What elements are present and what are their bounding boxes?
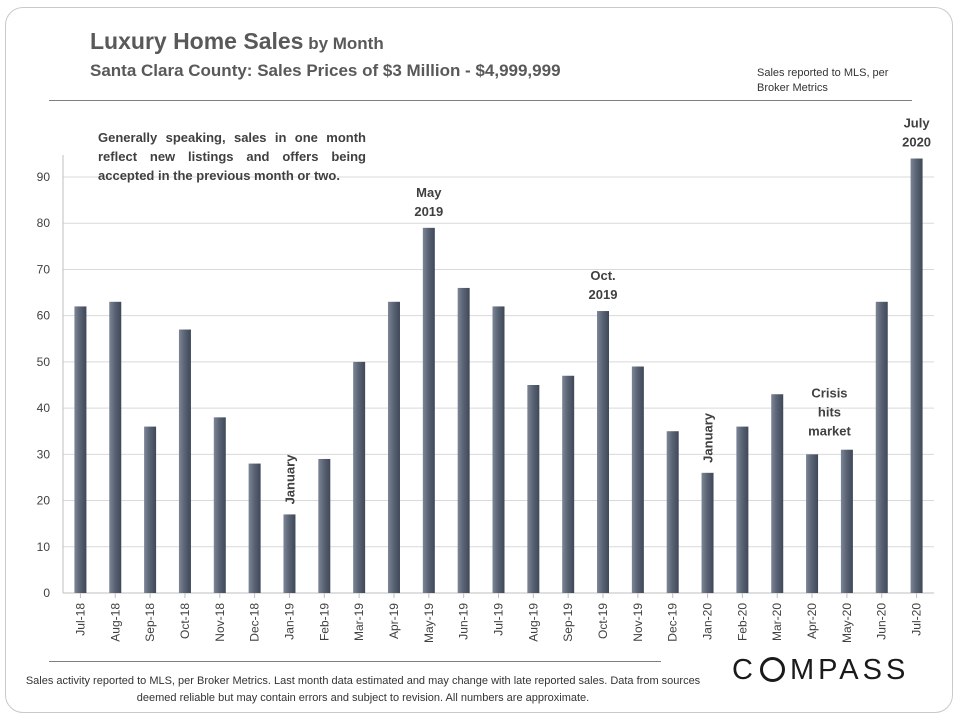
annotation-label: market <box>808 424 851 439</box>
bar-jan-20 <box>701 472 714 593</box>
x-tick-label: Jan-20 <box>701 603 715 640</box>
y-tick-label: 70 <box>37 262 51 276</box>
x-tick-label: Dec-18 <box>248 603 262 642</box>
x-tick-label: Mar-20 <box>770 603 784 641</box>
chart-note: Generally speaking, sales in one month r… <box>98 130 366 183</box>
annotation-label: January <box>701 412 716 463</box>
bar-feb-19 <box>318 458 331 593</box>
bar-oct-18 <box>178 329 191 593</box>
y-tick-label: 50 <box>37 355 51 369</box>
annotation-label: 2020 <box>902 135 931 150</box>
annotation-label: May <box>416 185 442 200</box>
title-suffix: by Month <box>303 34 384 53</box>
x-tick-label: Oct-18 <box>178 603 192 639</box>
bar-jul-19 <box>492 306 505 593</box>
bar-jun-20 <box>875 301 888 593</box>
bar-mar-20 <box>771 394 784 593</box>
bar-apr-19 <box>387 301 400 593</box>
bar-dec-19 <box>666 431 679 593</box>
y-tick-label: 10 <box>37 540 51 554</box>
bar-jun-19 <box>457 287 470 593</box>
annotation-label: Crisis <box>811 386 847 401</box>
title-main: Luxury Home Sales <box>90 28 304 54</box>
y-tick-label: 40 <box>37 401 51 415</box>
bar-sep-18 <box>144 426 157 593</box>
x-tick-label: Mar-19 <box>352 603 366 641</box>
bar-jan-19 <box>283 514 296 593</box>
bar-dec-18 <box>248 463 261 593</box>
y-tick-label: 0 <box>43 586 50 600</box>
x-tick-label: Jun-19 <box>457 603 471 640</box>
source-note: Sales reported to MLS, per Broker Metric… <box>757 67 889 94</box>
y-tick-label: 90 <box>37 170 51 184</box>
bar-apr-20 <box>806 454 819 593</box>
bar-jul-18 <box>74 306 87 593</box>
bar-aug-19 <box>527 385 540 593</box>
compass-logo: C MPASS <box>732 654 909 687</box>
x-tick-label: Oct-19 <box>596 603 610 639</box>
x-tick-label: Jul-19 <box>492 603 506 636</box>
bar-aug-18 <box>109 301 122 593</box>
y-tick-label: 80 <box>37 216 51 230</box>
bar-nov-18 <box>213 417 226 593</box>
annotation-label: Oct. <box>590 268 615 283</box>
bar-mar-19 <box>353 361 366 593</box>
bar-sep-19 <box>562 375 575 593</box>
x-tick-label: Dec-19 <box>666 603 680 642</box>
annotation-label: January <box>282 454 297 505</box>
slide-frame <box>5 7 953 713</box>
x-tick-label: Apr-20 <box>805 603 819 639</box>
annotation-label: hits <box>818 405 841 420</box>
footer-disclaimer: Sales activity reported to MLS, per Brok… <box>25 675 701 704</box>
chart-title: Luxury Home Sales by Month <box>90 28 384 55</box>
logo-o-circle <box>759 657 785 682</box>
bar-may-19 <box>422 227 435 593</box>
bar-jul-20 <box>910 158 923 593</box>
footer-divider <box>49 661 661 662</box>
x-tick-label: Apr-19 <box>387 603 401 639</box>
x-tick-label: Aug-18 <box>108 603 122 642</box>
logo-text-start: C <box>732 654 757 686</box>
chart-subtitle: Santa Clara County: Sales Prices of $3 M… <box>90 61 561 80</box>
annotation-label: July <box>904 116 931 131</box>
x-tick-label: May-19 <box>422 603 436 643</box>
bar-oct-19 <box>597 311 610 593</box>
x-tick-label: Nov-18 <box>213 603 227 642</box>
x-tick-label: Feb-19 <box>317 603 331 641</box>
x-tick-label: Sep-18 <box>143 603 157 642</box>
x-tick-label: Jul-18 <box>73 603 87 636</box>
x-tick-label: Jan-19 <box>282 603 296 640</box>
x-tick-label: Aug-19 <box>526 603 540 642</box>
header-divider <box>49 100 912 101</box>
y-tick-label: 60 <box>37 309 51 323</box>
x-tick-label: Jun-20 <box>875 603 889 640</box>
x-tick-label: Feb-20 <box>735 603 749 641</box>
y-tick-label: 30 <box>37 447 51 461</box>
x-tick-label: Nov-19 <box>631 603 645 642</box>
bar-may-20 <box>840 449 853 593</box>
bar-nov-19 <box>631 366 644 593</box>
annotation-label: 2019 <box>589 287 618 302</box>
y-tick-label: 20 <box>37 494 51 508</box>
bar-feb-20 <box>736 426 749 593</box>
logo-text-end: MPASS <box>789 654 910 686</box>
x-tick-label: May-20 <box>840 603 854 643</box>
annotation-label: 2019 <box>414 204 443 219</box>
x-tick-label: Jul-20 <box>910 603 924 636</box>
x-tick-label: Sep-19 <box>561 603 575 642</box>
